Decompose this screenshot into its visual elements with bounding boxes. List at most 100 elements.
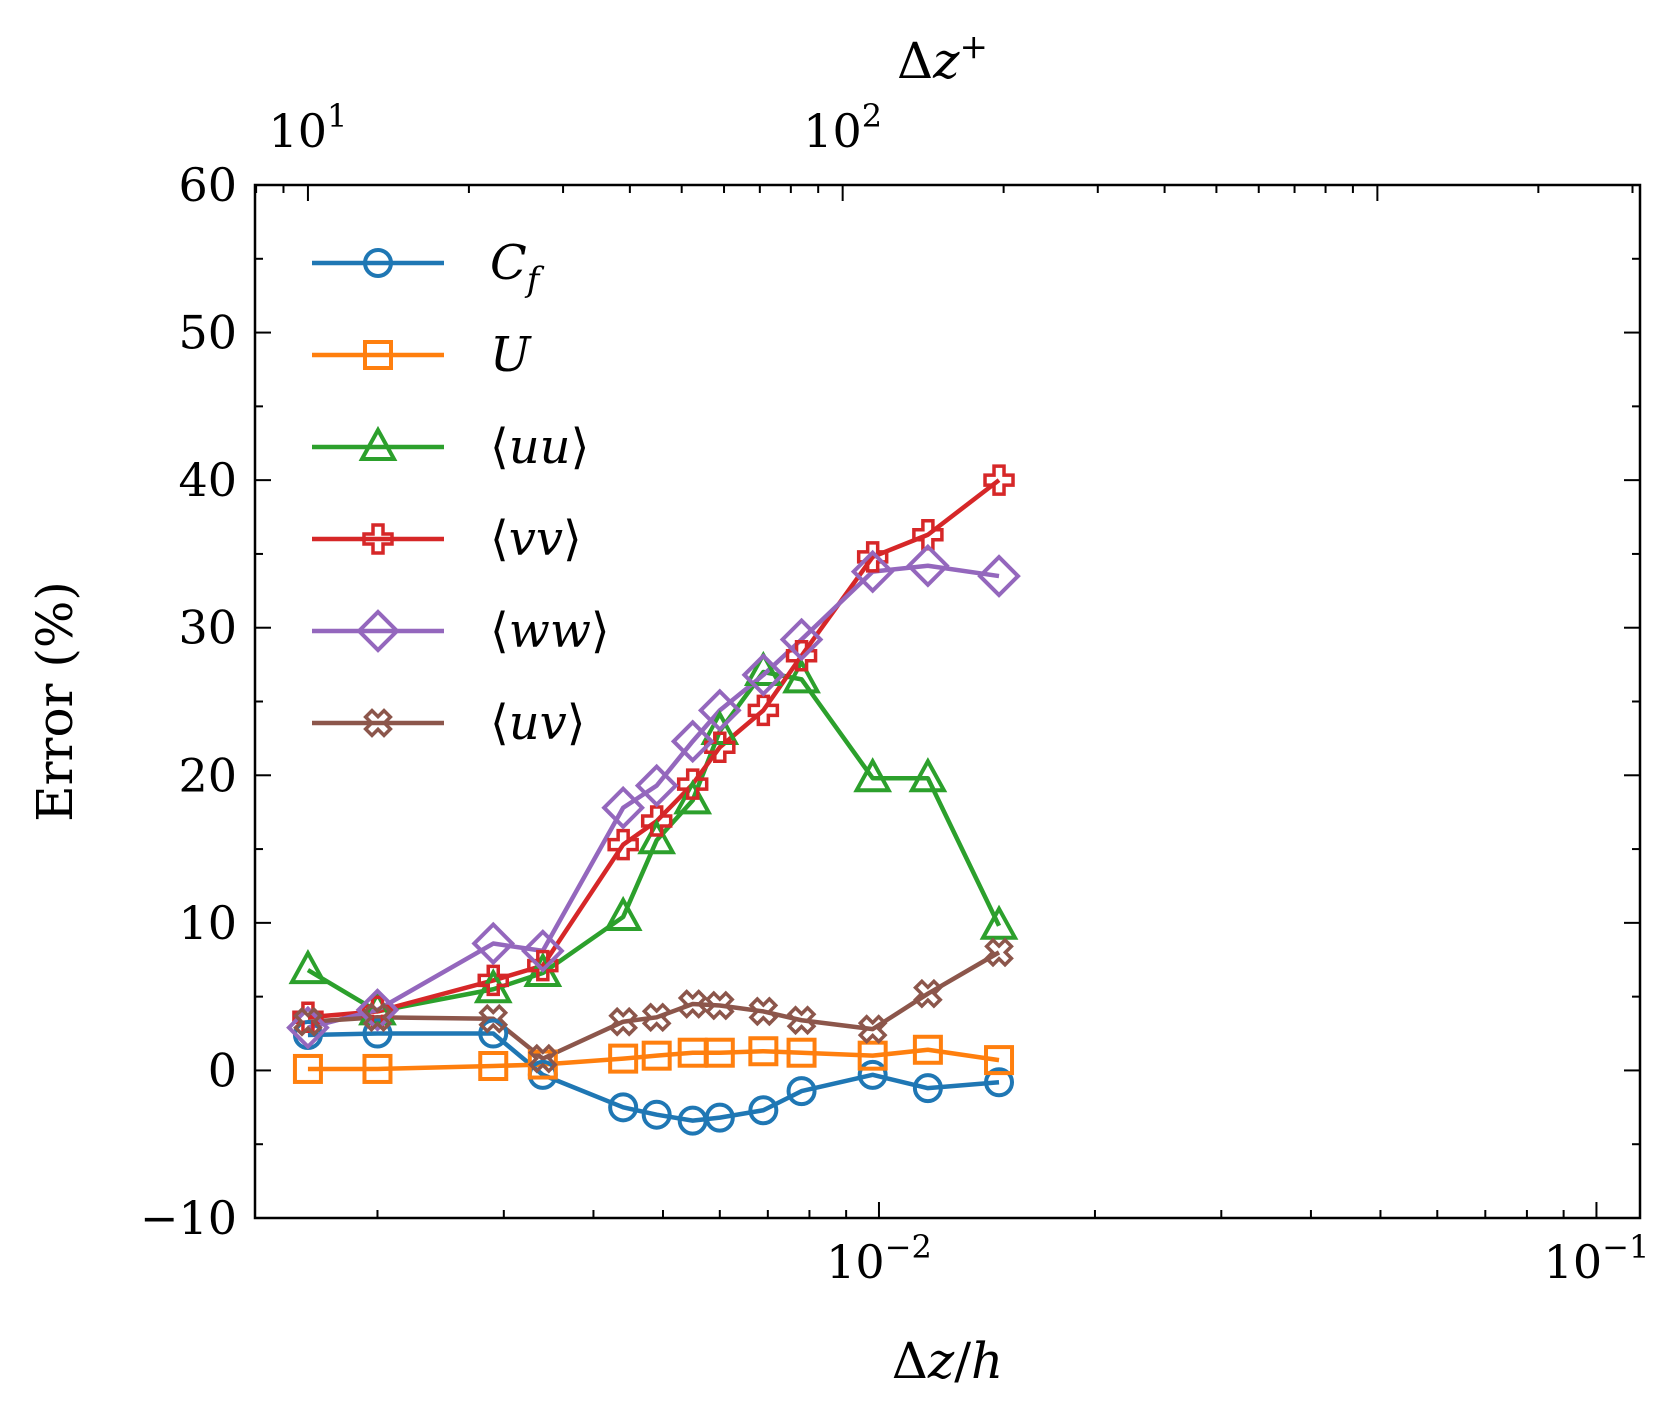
legend-marker-uv	[363, 708, 393, 738]
series-line-U	[307, 1047, 1000, 1072]
x-tick-label-bottom: 10−2	[826, 1228, 932, 1289]
data-point-U	[857, 1040, 888, 1071]
legend-marker-Cf	[363, 248, 393, 278]
data-point-uu	[637, 819, 677, 855]
legend-label-ww: ⟨ww⟩	[490, 603, 610, 659]
data-point-uv	[362, 1002, 393, 1033]
data-point-uv	[293, 1006, 323, 1037]
y-tick-label: 50	[178, 306, 237, 360]
data-point-Cf	[786, 1076, 817, 1107]
data-point-vv	[676, 768, 709, 800]
data-point-ww	[520, 929, 565, 973]
data-point-uu	[979, 904, 1019, 940]
series-line-uu	[306, 669, 1002, 1014]
data-point-uu	[603, 895, 643, 931]
data-point-vv	[640, 805, 673, 837]
data-point-vv	[747, 694, 780, 727]
axis-ticks	[255, 184, 1640, 1219]
data-point-Cf	[748, 1095, 779, 1126]
y-tick-label: −10	[140, 1191, 237, 1245]
data-point-uv	[478, 1003, 509, 1034]
data-point-uu	[288, 948, 328, 985]
series-markers	[286, 464, 1021, 1136]
data-point-ww	[634, 763, 679, 808]
y-tick-label: 10	[178, 896, 237, 950]
data-point-Cf	[608, 1092, 639, 1123]
legend: Cf U ⟨uu⟩ ⟨vv⟩ ⟨ww⟩ ⟨uv⟩	[312, 235, 610, 751]
x-tick-label-top: 101	[268, 97, 347, 158]
top-x-axis-label: Δz+	[897, 27, 988, 90]
legend-label-U: U	[490, 327, 532, 383]
data-point-ww	[697, 688, 742, 733]
data-point-ww	[741, 653, 786, 697]
plot-frame	[253, 183, 1642, 1220]
data-point-uu	[853, 757, 893, 793]
series-line-Cf	[307, 1031, 1000, 1123]
data-point-U	[292, 1053, 323, 1084]
y-tick-label: 40	[178, 453, 237, 507]
x-axis-label: Δz/h	[892, 1332, 1004, 1390]
data-point-ww	[601, 785, 645, 830]
y-tick-label: 30	[178, 601, 237, 655]
data-point-uu	[908, 757, 948, 793]
data-point-uv	[704, 990, 735, 1021]
data-point-uu	[743, 650, 783, 686]
data-point-vv	[527, 949, 559, 982]
data-point-U	[786, 1037, 817, 1068]
data-point-uv	[641, 1002, 672, 1033]
x-tick-label-bottom: 10−1	[1544, 1228, 1650, 1289]
data-point-Cf	[984, 1067, 1015, 1098]
legend-label-vv: ⟨vv⟩	[490, 511, 582, 567]
data-point-vv	[607, 828, 639, 861]
data-point-ww	[286, 1005, 330, 1050]
data-point-Cf	[641, 1099, 672, 1130]
y-axis-label: Error (%)	[26, 581, 84, 822]
data-point-uv	[527, 1043, 558, 1074]
data-point-uu	[673, 779, 713, 815]
data-point-uu	[782, 658, 821, 694]
legend-marker-vv	[362, 523, 394, 555]
y-tick-label: 20	[178, 748, 237, 802]
data-point-vv	[704, 731, 736, 763]
data-point-Cf	[704, 1102, 735, 1133]
data-point-U	[478, 1051, 509, 1082]
data-point-U	[641, 1040, 672, 1071]
data-point-ww	[471, 921, 516, 966]
data-point-Cf	[478, 1018, 509, 1049]
data-point-uu	[700, 709, 740, 746]
data-point-Cf	[912, 1073, 943, 1104]
data-point-uv	[677, 989, 708, 1019]
y-tick-label: 60	[178, 158, 237, 212]
data-point-Cf	[362, 1018, 393, 1049]
data-point-U	[748, 1036, 779, 1067]
data-point-vv	[856, 541, 889, 573]
y-tick-labels: −10 0 10 20 30 40 50 60	[140, 158, 237, 1245]
data-point-uv	[786, 1005, 817, 1036]
data-point-U	[984, 1045, 1015, 1076]
data-point-U	[608, 1043, 639, 1074]
data-point-ww	[977, 554, 1021, 598]
data-point-uv	[984, 937, 1014, 968]
data-point-U	[912, 1034, 943, 1065]
data-point-U	[704, 1037, 735, 1068]
x-tick-label-top: 102	[803, 97, 882, 158]
legend-label-uu: ⟨uu⟩	[490, 419, 589, 475]
series-line-vv	[307, 478, 1001, 1020]
data-point-uv	[608, 1006, 639, 1037]
data-point-ww	[906, 543, 950, 588]
data-point-vv	[912, 518, 944, 551]
data-point-Cf	[857, 1059, 888, 1090]
legend-marker-ww	[356, 609, 400, 653]
data-point-ww	[850, 549, 895, 594]
data-point-ww	[355, 988, 400, 1032]
series-line-ww	[307, 563, 1000, 1030]
data-point-uv	[857, 1014, 888, 1044]
x-tick-labels: 10−2 10−1 101 102	[268, 97, 1649, 1289]
legend-marker-U	[363, 340, 393, 370]
data-point-ww	[670, 719, 715, 764]
data-point-vv	[477, 964, 509, 997]
data-point-ww	[779, 617, 824, 662]
data-point-vv	[983, 464, 1015, 496]
data-point-U	[362, 1053, 393, 1084]
